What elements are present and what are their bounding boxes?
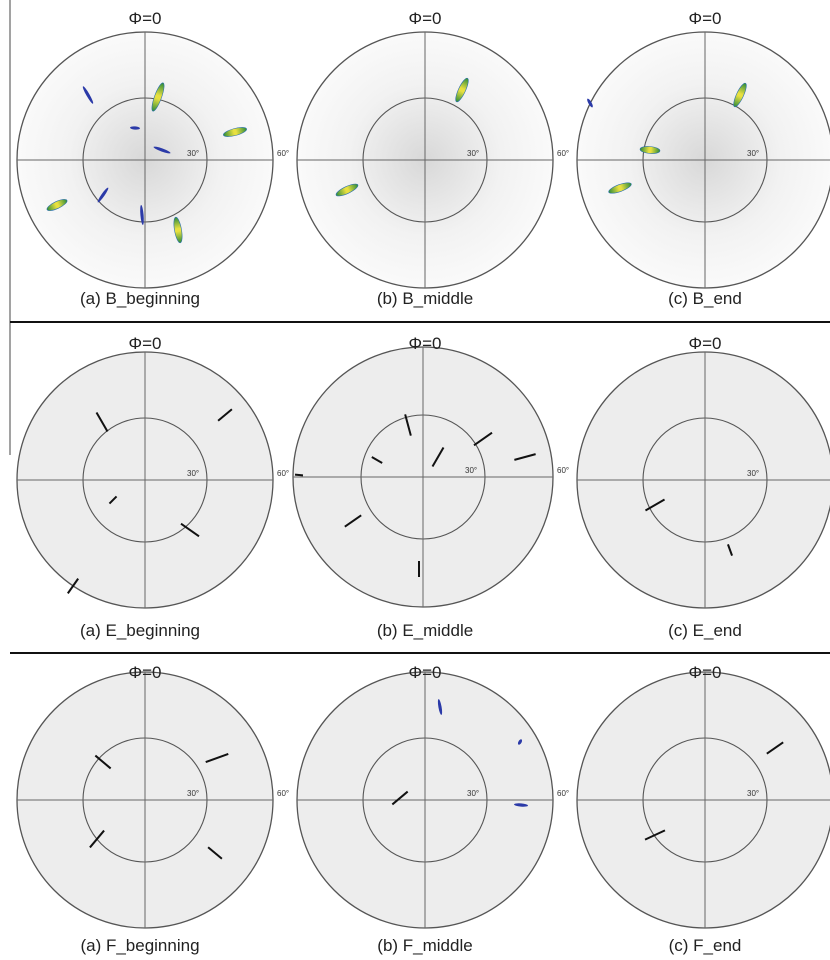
pole-figure: 30° 60° Φ=0 (b) B_middle	[297, 9, 569, 308]
pole-figure: 30° 60° Φ=0 (a) E_beginning	[17, 334, 289, 640]
ring-label: 60°	[557, 149, 569, 158]
panel-caption: (b) E_middle	[377, 621, 473, 640]
panel-caption: (a) B_beginning	[80, 289, 200, 308]
ring-label: 30°	[467, 789, 479, 798]
panel-title: Φ=0	[689, 9, 722, 28]
panel-title: Φ=0	[409, 334, 442, 353]
ring-label: 30°	[465, 466, 477, 475]
figure: 30° 60° Φ=0 (a) B_beginning 30° 60° Φ=0 (b) B_m…	[0, 0, 830, 960]
ring-label: 60°	[277, 789, 289, 798]
panel-caption: (a) E_beginning	[80, 621, 200, 640]
ring-label: 60°	[277, 149, 289, 158]
panel-title: Φ=0	[409, 663, 442, 682]
panel-title: Φ=0	[689, 334, 722, 353]
ring-label: 60°	[557, 789, 569, 798]
panel-caption: (a) F_beginning	[80, 936, 199, 955]
panel-caption: (b) F_middle	[377, 936, 472, 955]
pole-figure: 30° 60° Φ=0 (b) F_middle	[297, 663, 569, 955]
panel-caption: (c) E_end	[668, 621, 742, 640]
ring-label: 30°	[747, 789, 759, 798]
ring-label: 30°	[467, 149, 479, 158]
pole-figure: 30° 60° Φ=0 (a) B_beginning	[17, 9, 289, 308]
panel-caption: (c) F_end	[669, 936, 742, 955]
texture-spot	[295, 475, 303, 476]
ring-label: 30°	[187, 469, 199, 478]
panel-caption: (c) B_end	[668, 289, 742, 308]
panel-title: Φ=0	[409, 9, 442, 28]
ring-label: 60°	[557, 466, 569, 475]
panel-title: Φ=0	[129, 334, 162, 353]
ring-label: 60°	[277, 469, 289, 478]
ring-label: 30°	[187, 149, 199, 158]
ring-label: 30°	[747, 469, 759, 478]
pole-figure: 30°60°Φ=0(c) E_end	[577, 334, 830, 640]
pole-figure: 30°60°Φ=0(c) B_end	[577, 9, 830, 308]
panel-title: Φ=0	[129, 9, 162, 28]
panel-caption: (b) B_middle	[377, 289, 473, 308]
panel-title: Φ=0	[129, 663, 162, 682]
ring-label: 30°	[187, 789, 199, 798]
pole-figure: 30°60°Φ=0(c) F_end	[577, 663, 830, 955]
panel-title: Φ=0	[689, 663, 722, 682]
pole-figure: 30° 60° Φ=0 (a) F_beginning	[17, 663, 289, 955]
ring-label: 30°	[747, 149, 759, 158]
pole-figure: 30° 60° Φ=0 (b) E_middle	[293, 334, 569, 640]
